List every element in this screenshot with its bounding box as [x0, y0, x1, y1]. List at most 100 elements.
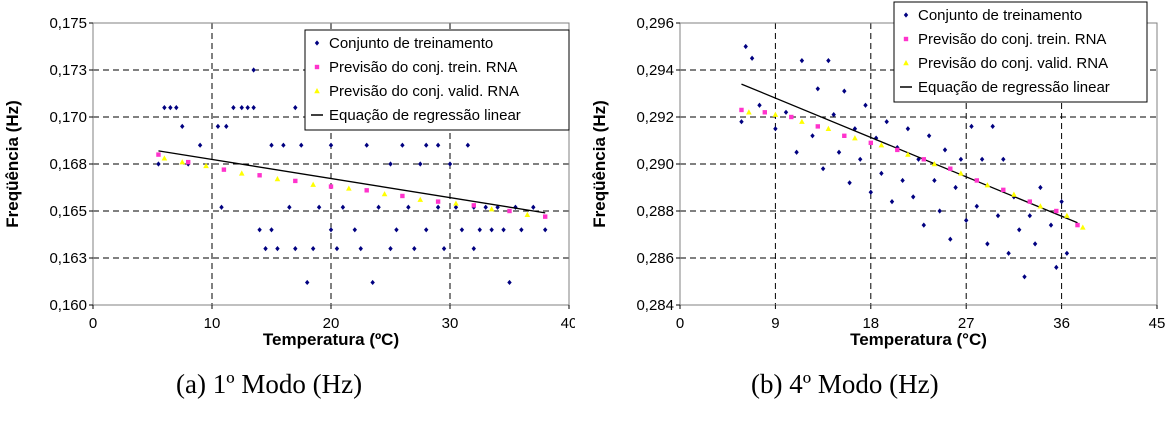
series-1 — [156, 152, 548, 219]
data-point — [762, 110, 767, 115]
data-point — [400, 142, 405, 148]
data-point — [746, 109, 752, 115]
data-point — [465, 142, 471, 148]
data-point — [179, 159, 186, 165]
data-point — [412, 246, 417, 252]
data-point — [524, 211, 531, 217]
data-point — [471, 246, 476, 252]
data-point — [477, 227, 482, 233]
x-axis-label: Temperatura (ºC) — [263, 330, 399, 349]
data-point — [281, 142, 286, 148]
data-point — [1054, 264, 1059, 270]
data-point — [287, 204, 292, 210]
data-point — [435, 199, 441, 204]
data-point — [815, 124, 820, 129]
y-tick-label: 0,170 — [49, 109, 87, 126]
data-point — [358, 246, 363, 252]
y-tick-label: 0,284 — [636, 297, 674, 314]
data-point — [441, 246, 447, 252]
data-point — [162, 105, 167, 111]
y-tick-label: 0,173 — [49, 62, 87, 79]
data-point — [879, 170, 884, 176]
data-point — [316, 204, 322, 210]
y-tick-label: 0,288 — [636, 203, 674, 220]
data-point — [328, 184, 334, 189]
x-tick-label: 27 — [958, 315, 975, 332]
data-point — [251, 105, 256, 111]
data-point — [852, 126, 858, 132]
data-point — [310, 181, 316, 187]
data-point — [1064, 250, 1070, 256]
data-point — [799, 118, 805, 124]
legend-swatch — [903, 36, 909, 42]
legend-label: Previsão do conj. trein. RNA — [918, 31, 1106, 48]
y-tick-label: 0,292 — [636, 109, 674, 126]
legend-label: Equação de regressão linear — [918, 79, 1110, 96]
data-point — [958, 170, 964, 176]
y-tick-label: 0,294 — [636, 62, 674, 79]
data-point — [376, 204, 381, 210]
data-point — [757, 102, 762, 108]
caption-1st-mode: (a) 1º Modo (Hz) — [176, 369, 363, 399]
legend-swatch — [903, 60, 909, 66]
data-point — [543, 227, 548, 233]
data-point — [203, 162, 209, 169]
data-point — [895, 147, 900, 153]
series-3 — [158, 150, 546, 214]
data-point — [905, 126, 911, 132]
data-point — [984, 182, 991, 188]
y-axis-label: Freqüência (Hz) — [3, 100, 22, 228]
data-point — [483, 204, 488, 210]
data-point — [180, 123, 185, 129]
data-point — [985, 241, 990, 247]
data-point — [400, 193, 405, 199]
data-point — [310, 246, 316, 252]
data-point — [878, 142, 885, 148]
data-point — [417, 196, 424, 202]
data-point — [447, 161, 453, 167]
y-tick-label: 0,175 — [49, 15, 87, 32]
data-point — [1027, 199, 1032, 204]
data-point — [251, 67, 256, 73]
data-point — [269, 227, 274, 233]
data-point — [435, 142, 441, 148]
data-point — [394, 227, 399, 233]
data-point — [406, 204, 411, 210]
y-tick-label: 0,286 — [636, 250, 674, 267]
data-point — [156, 161, 161, 167]
legend-swatch — [314, 88, 320, 94]
data-point — [197, 142, 203, 148]
data-point — [932, 177, 937, 184]
data-point — [418, 161, 423, 167]
data-point — [488, 206, 495, 212]
data-point — [224, 123, 229, 129]
data-point — [810, 133, 815, 139]
legend: Conjunto de treinamento Previsão do conj.… — [304, 29, 570, 131]
legend-swatch — [314, 64, 320, 70]
data-point — [263, 246, 268, 252]
data-point — [739, 107, 744, 113]
data-point — [346, 185, 352, 191]
regression-line — [741, 83, 1078, 224]
data-point — [161, 155, 168, 161]
y-axis-label: Freqüência (Hz) — [590, 100, 609, 228]
legend-label: Previsão do conj. trein. RNA — [329, 59, 517, 76]
legend-box — [304, 29, 570, 131]
y-tick-label: 0,168 — [49, 156, 87, 173]
data-point — [739, 119, 744, 125]
y-tick-label: 0,165 — [49, 203, 87, 220]
data-point — [772, 111, 779, 117]
data-point — [328, 142, 334, 148]
y-tick-label: 0,290 — [636, 156, 674, 173]
data-point — [381, 191, 388, 197]
caption-4th-mode: (b) 4º Modo (Hz) — [751, 369, 939, 399]
y-tick-label: 0,296 — [636, 15, 674, 32]
data-point — [459, 227, 465, 233]
data-point — [1059, 199, 1064, 205]
data-point — [852, 135, 858, 141]
data-point — [507, 208, 512, 214]
data-point — [156, 152, 161, 157]
legend-swatch — [314, 40, 320, 46]
data-point — [905, 151, 911, 157]
data-point — [931, 161, 938, 167]
